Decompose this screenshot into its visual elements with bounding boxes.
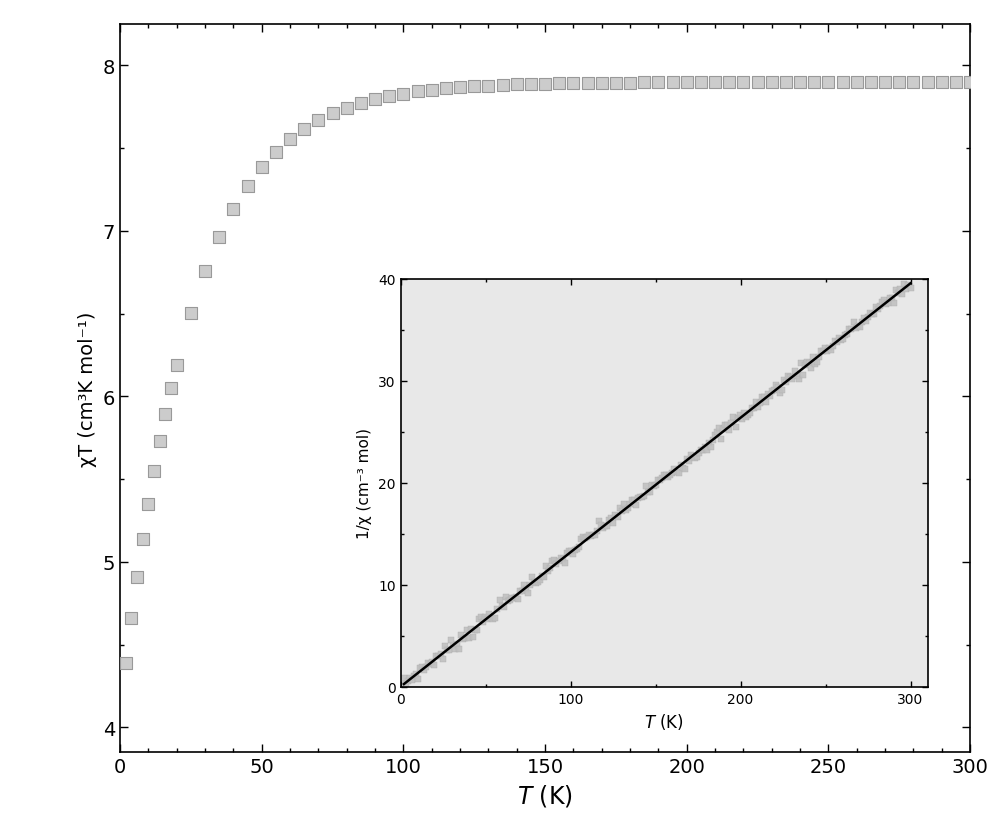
Point xyxy=(537,78,553,91)
Point xyxy=(438,83,454,96)
Point xyxy=(197,266,213,279)
Point xyxy=(891,76,907,89)
Point xyxy=(721,76,737,89)
Point xyxy=(211,231,227,244)
Point xyxy=(551,78,567,91)
Point xyxy=(962,76,978,89)
Point xyxy=(778,76,794,89)
Point xyxy=(123,611,139,624)
Point xyxy=(466,80,482,94)
Point xyxy=(636,77,652,90)
Point xyxy=(849,76,865,89)
Point xyxy=(735,76,751,89)
Point xyxy=(750,76,766,89)
Point xyxy=(934,76,950,89)
Point xyxy=(679,76,695,89)
Point xyxy=(650,77,666,90)
Point xyxy=(381,90,397,104)
Point xyxy=(118,656,134,670)
Point xyxy=(424,84,440,97)
Point xyxy=(622,77,638,90)
Point xyxy=(905,76,921,89)
Point xyxy=(920,76,936,89)
Point xyxy=(580,77,596,90)
Point xyxy=(820,76,836,89)
Point xyxy=(693,76,709,89)
Point xyxy=(183,308,199,321)
Point xyxy=(268,145,284,159)
Point xyxy=(367,94,383,107)
Point xyxy=(310,115,326,128)
Point xyxy=(495,79,511,93)
Y-axis label: χT (cm³K mol⁻¹): χT (cm³K mol⁻¹) xyxy=(78,311,97,466)
Point xyxy=(163,382,179,395)
Point xyxy=(509,79,525,92)
Point xyxy=(948,76,964,89)
Point xyxy=(225,203,241,217)
Point xyxy=(480,79,496,93)
Point xyxy=(339,102,355,115)
Point xyxy=(863,76,879,89)
Point xyxy=(834,76,850,89)
Point xyxy=(146,465,162,478)
Point xyxy=(594,77,610,90)
Point xyxy=(877,76,893,89)
Point xyxy=(410,85,426,99)
X-axis label: $T$ (K): $T$ (K) xyxy=(517,782,573,808)
Point xyxy=(169,359,185,372)
Point xyxy=(296,123,312,136)
Point xyxy=(254,161,270,175)
Point xyxy=(129,570,145,584)
Point xyxy=(140,497,156,511)
Point xyxy=(353,97,369,110)
Point xyxy=(282,133,298,146)
Point xyxy=(324,108,340,121)
Point xyxy=(152,435,168,448)
Point xyxy=(452,81,468,94)
Point xyxy=(608,77,624,90)
Point xyxy=(157,407,173,421)
Point xyxy=(523,78,539,91)
Point xyxy=(395,88,411,101)
Point xyxy=(806,76,822,89)
Point xyxy=(792,76,808,89)
Point xyxy=(135,533,151,546)
Point xyxy=(764,76,780,89)
Point xyxy=(664,77,680,90)
Point xyxy=(565,77,581,90)
Point xyxy=(707,76,723,89)
Point xyxy=(240,180,256,193)
